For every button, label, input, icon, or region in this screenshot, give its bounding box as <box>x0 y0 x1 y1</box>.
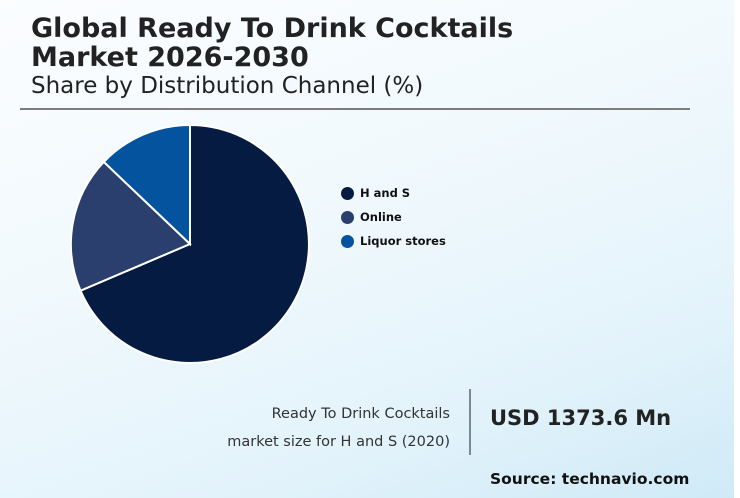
legend-item-h-and-s: H and S <box>341 175 446 211</box>
pie-slice-online <box>70 160 192 293</box>
pie-slice-h-and-s <box>79 123 310 364</box>
title-divider <box>20 108 690 110</box>
legend-dot-icon <box>341 186 354 200</box>
legend-label: Online <box>360 210 402 224</box>
legend-dot-icon <box>341 234 354 248</box>
legend-label: Liquor stores <box>360 234 446 248</box>
market-size-label: Ready To Drink Cocktails market size for… <box>227 400 450 456</box>
chart-title: Global Ready To Drink Cocktails Market 2… <box>31 14 513 72</box>
pie-slice-liquor-stores <box>102 123 191 247</box>
title-line-1: Global Ready To Drink Cocktails <box>31 13 514 44</box>
market-size-label-line-1: Ready To Drink Cocktails <box>271 406 450 422</box>
legend-dot-icon <box>341 210 354 224</box>
title-line-2: Market 2026-2030 <box>31 42 309 73</box>
legend-item-liquor-stores: Liquor stores <box>341 223 446 259</box>
legend-item-online: Online <box>341 199 446 235</box>
legend-label: H and S <box>360 186 411 200</box>
market-size-value: USD 1373.6 Mn <box>490 406 672 430</box>
source-credit: Source: technavio.com <box>490 470 690 488</box>
chart-legend: H and S Online Liquor stores <box>341 175 446 259</box>
market-size-divider <box>469 389 471 455</box>
chart-subtitle: Share by Distribution Channel (%) <box>31 73 424 99</box>
market-size-label-line-2: market size for H and S (2020) <box>227 434 450 450</box>
